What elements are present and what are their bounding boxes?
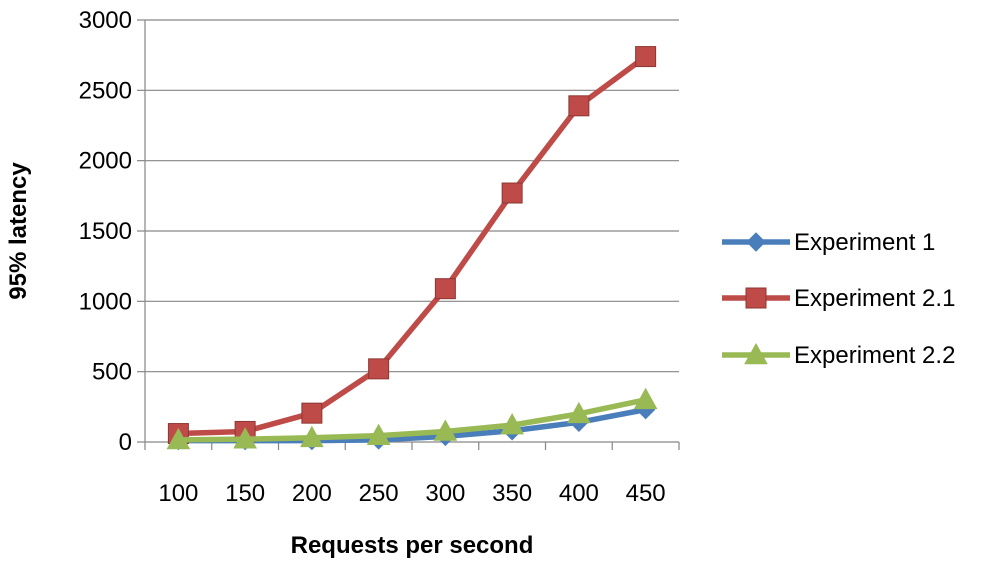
x-tick-label: 400 — [559, 480, 599, 507]
y-tick-label: 500 — [92, 359, 132, 386]
x-tick-label: 350 — [492, 480, 532, 507]
data-point — [301, 402, 323, 424]
series-2 — [167, 46, 657, 445]
y-tick-label: 1000 — [79, 288, 132, 315]
y-tick-label: 0 — [119, 429, 132, 456]
data-point — [434, 278, 456, 300]
x-axis-title: Requests per second — [291, 532, 534, 559]
data-point — [366, 423, 391, 445]
x-tick-label: 300 — [425, 480, 465, 507]
legend-label: Experiment 2.2 — [794, 342, 955, 369]
series-line — [175, 397, 649, 443]
y-tick-label: 1500 — [79, 218, 132, 245]
x-tick-label: 150 — [225, 480, 265, 507]
data-point — [300, 425, 324, 448]
legend-item: Experiment 1 — [722, 229, 935, 256]
data-point — [635, 46, 657, 68]
x-tick-label: 100 — [158, 480, 198, 507]
data-point — [368, 358, 390, 380]
series-3 — [166, 387, 658, 450]
data-point — [633, 387, 658, 410]
data-point — [500, 413, 524, 435]
x-tick-label: 450 — [626, 480, 666, 507]
legend: Experiment 1 Experiment 2.1 Experiment 2.2 — [722, 229, 955, 369]
y-tick-label: 2000 — [79, 148, 132, 175]
data-point — [568, 95, 590, 117]
data-point — [501, 182, 523, 204]
data-point — [233, 427, 257, 449]
data-point — [567, 401, 591, 424]
series-group — [166, 46, 658, 451]
x-tick-label: 250 — [359, 480, 399, 507]
legend-marker — [746, 232, 766, 252]
y-axis-ticks: 0 500 1000 1500 2000 2500 3000 — [79, 7, 145, 456]
gridlines — [145, 19, 679, 373]
legend-label: Experiment 1 — [794, 229, 935, 256]
x-axis-ticks: 100 150 200 250 300 350 400 450 — [144, 442, 680, 507]
data-point — [433, 419, 458, 441]
series-line — [175, 53, 649, 437]
legend-item: Experiment 2.1 — [722, 285, 955, 312]
legend-item: Experiment 2.2 — [722, 342, 955, 369]
data-point — [166, 427, 191, 450]
x-tick-label: 200 — [292, 480, 332, 507]
y-axis-title: 95% latency — [5, 162, 32, 300]
legend-label: Experiment 2.1 — [794, 285, 955, 312]
legend-marker — [745, 287, 767, 309]
y-tick-label: 2500 — [79, 77, 132, 104]
y-tick-label: 3000 — [79, 7, 132, 34]
legend-marker — [744, 342, 768, 365]
